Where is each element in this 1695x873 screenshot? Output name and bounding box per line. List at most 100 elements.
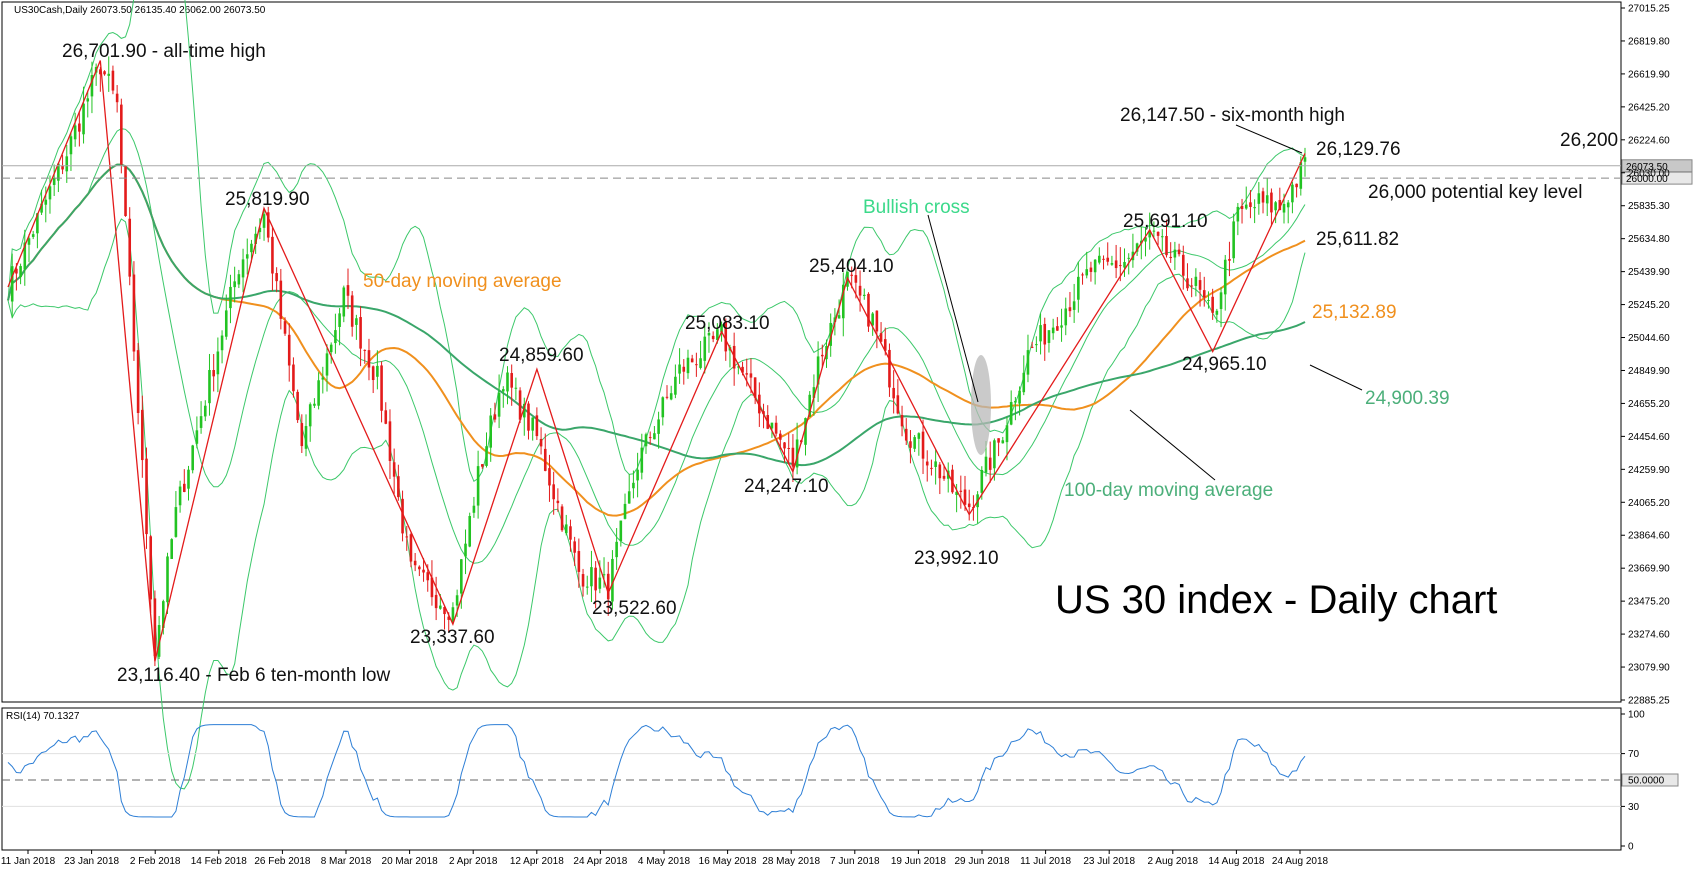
ma50-value-label: 25,132.89	[1312, 302, 1397, 323]
candle-body	[875, 310, 879, 332]
zigzag-lines	[7, 60, 1306, 662]
key-level-tag	[1621, 171, 1693, 185]
candle-body	[1274, 202, 1277, 211]
bollinger-bands	[7, 0, 1306, 790]
candle-body	[115, 93, 119, 103]
candle-body	[611, 558, 614, 602]
candle-body	[602, 574, 606, 576]
candle-body	[577, 551, 581, 572]
candle-body	[359, 317, 362, 349]
bullish-cross-label: Bullish cross	[863, 197, 970, 218]
candle-body	[804, 418, 807, 445]
candle-body	[451, 607, 455, 622]
x-tick-label: 2 Feb 2018	[130, 856, 181, 867]
candle-body	[934, 461, 937, 468]
candle-body	[19, 266, 22, 277]
candle-body	[1123, 261, 1126, 268]
ma100-line	[7, 163, 1306, 467]
candle-body	[384, 410, 388, 424]
candle-body	[1114, 260, 1118, 269]
candle-body	[858, 285, 862, 296]
candle-body	[527, 403, 530, 431]
x-tick-label: 12 Apr 2018	[510, 856, 564, 867]
candle-body	[904, 428, 908, 441]
candle-body	[1295, 183, 1298, 188]
swing-24965-label: 24,965.10	[1182, 354, 1267, 375]
ma50-label: 50-day moving average	[363, 271, 562, 292]
x-tick-label: 8 Mar 2018	[321, 856, 372, 867]
candle-body	[938, 464, 942, 479]
price-26129-label: 26,129.76	[1316, 139, 1401, 160]
y-tick-label: 23274.60	[1628, 630, 1670, 641]
candle-body	[854, 275, 858, 283]
candle-body	[791, 447, 795, 467]
key-level-value: 26000.00	[1626, 174, 1668, 185]
y-tick-label: 26425.20	[1628, 102, 1670, 113]
candle-body	[405, 536, 409, 538]
candle-body	[921, 431, 925, 459]
candle-body	[481, 464, 484, 467]
candle-body	[1211, 296, 1214, 313]
candle-body	[208, 369, 211, 404]
candle-body	[506, 372, 509, 392]
candle-body	[816, 356, 820, 385]
current-price-value: 26073.50	[1626, 162, 1668, 173]
candle-body	[997, 438, 1000, 443]
swing-23337-label: 23,337.60	[410, 627, 495, 648]
y-tick-label: 23669.90	[1628, 564, 1670, 575]
candle-body	[1110, 263, 1114, 265]
candle-body	[879, 333, 883, 342]
candle-body	[1085, 269, 1089, 276]
rsi-tick-label: 50.0000	[1628, 776, 1665, 787]
candle-body	[1228, 258, 1231, 261]
candle-body	[1106, 257, 1110, 262]
x-tick-label: 14 Aug 2018	[1208, 856, 1265, 867]
candle-body	[1127, 257, 1131, 259]
candle-body	[787, 447, 791, 449]
candle-body	[581, 574, 585, 587]
candle-body	[245, 254, 249, 259]
candle-body	[531, 417, 534, 431]
candle-body	[397, 476, 400, 498]
candle-body	[942, 475, 946, 479]
candle-body	[1119, 265, 1122, 267]
candle-body	[669, 393, 673, 400]
candle-body	[308, 404, 312, 427]
candle-body	[518, 390, 522, 420]
candle-body	[300, 423, 304, 447]
rsi-tick-label: 70	[1628, 749, 1640, 760]
candle-body	[1043, 323, 1047, 345]
candle-body	[896, 395, 900, 414]
candle-body	[556, 500, 560, 504]
candle-body	[1244, 204, 1248, 209]
candle-body	[678, 364, 681, 374]
candle-body	[892, 387, 895, 399]
candle-body	[1039, 325, 1042, 342]
candle-body	[594, 567, 597, 591]
candle-body	[497, 392, 501, 417]
candle-body	[40, 203, 43, 213]
candle-body	[455, 595, 459, 606]
candle-body	[737, 366, 740, 368]
axes: 27015.25 26819.80 26619.90 26425.20 26224.60…	[1, 4, 1670, 868]
candle-body	[195, 430, 199, 444]
y-tick-label: 24259.90	[1628, 465, 1670, 476]
ma100-value-label: 24,900.39	[1365, 388, 1450, 409]
candle-body	[548, 468, 551, 486]
candle-body	[1249, 202, 1252, 207]
candle-body	[317, 380, 320, 406]
bollinger-upper-line	[7, 0, 1306, 483]
x-tick-label: 29 Jun 2018	[954, 856, 1009, 867]
candle-body	[141, 409, 144, 461]
six-month-high-pointer	[1235, 124, 1303, 154]
ma100-value-pointer	[1309, 364, 1363, 391]
candle-body	[980, 470, 984, 493]
candle-body	[430, 577, 434, 598]
candle-body	[833, 317, 837, 323]
candle-body	[783, 442, 786, 449]
candle-body	[695, 364, 698, 366]
y-tick-label: 25439.90	[1628, 267, 1670, 278]
candle-body	[682, 366, 686, 372]
